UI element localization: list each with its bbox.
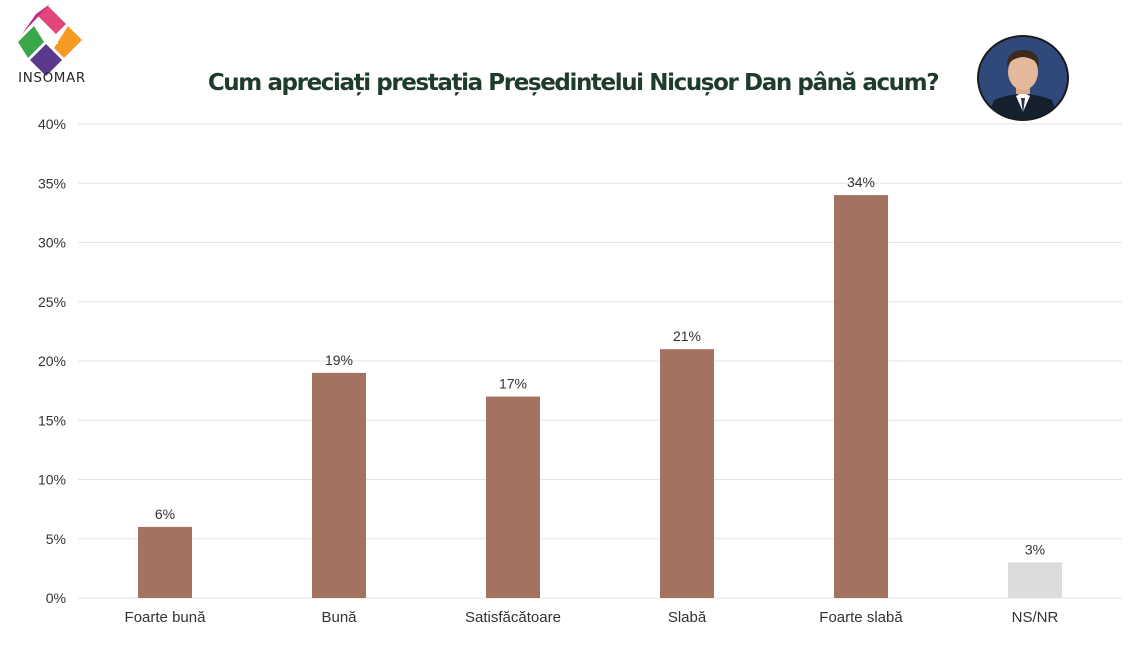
y-tick-label: 30% bbox=[38, 235, 66, 251]
y-tick-label: 0% bbox=[46, 590, 66, 606]
y-tick-label: 10% bbox=[38, 472, 66, 488]
bar bbox=[1008, 562, 1062, 598]
insomar-logo-icon bbox=[18, 4, 82, 76]
y-tick-label: 25% bbox=[38, 294, 66, 310]
president-portrait-avatar bbox=[977, 35, 1069, 121]
data-label: 6% bbox=[155, 506, 175, 522]
bar bbox=[660, 349, 714, 598]
data-label: 21% bbox=[673, 328, 701, 344]
x-tick-label: Foarte slabă bbox=[819, 609, 903, 626]
y-tick-label: 5% bbox=[46, 531, 66, 547]
bar bbox=[138, 526, 192, 598]
data-label: 19% bbox=[325, 352, 353, 368]
x-tick-label: Foarte bună bbox=[125, 609, 207, 626]
bar bbox=[312, 372, 366, 598]
x-tick-label: NS/NR bbox=[1012, 609, 1059, 626]
logo-text: INSOMAR bbox=[18, 70, 86, 86]
y-tick-label: 40% bbox=[38, 116, 66, 132]
data-label: 3% bbox=[1025, 541, 1045, 557]
y-tick-label: 35% bbox=[38, 175, 66, 191]
data-label: 17% bbox=[499, 376, 527, 392]
y-tick-label: 15% bbox=[38, 412, 66, 428]
y-tick-label: 20% bbox=[38, 353, 66, 369]
bar bbox=[834, 195, 888, 598]
bar bbox=[486, 396, 540, 598]
x-tick-label: Satisfăcătoare bbox=[465, 609, 561, 626]
data-label: 34% bbox=[847, 174, 875, 190]
x-tick-label: Slabă bbox=[668, 609, 707, 626]
x-tick-label: Bună bbox=[321, 609, 357, 626]
chart-title: Cum apreciați prestația Președintelui Ni… bbox=[207, 70, 940, 96]
